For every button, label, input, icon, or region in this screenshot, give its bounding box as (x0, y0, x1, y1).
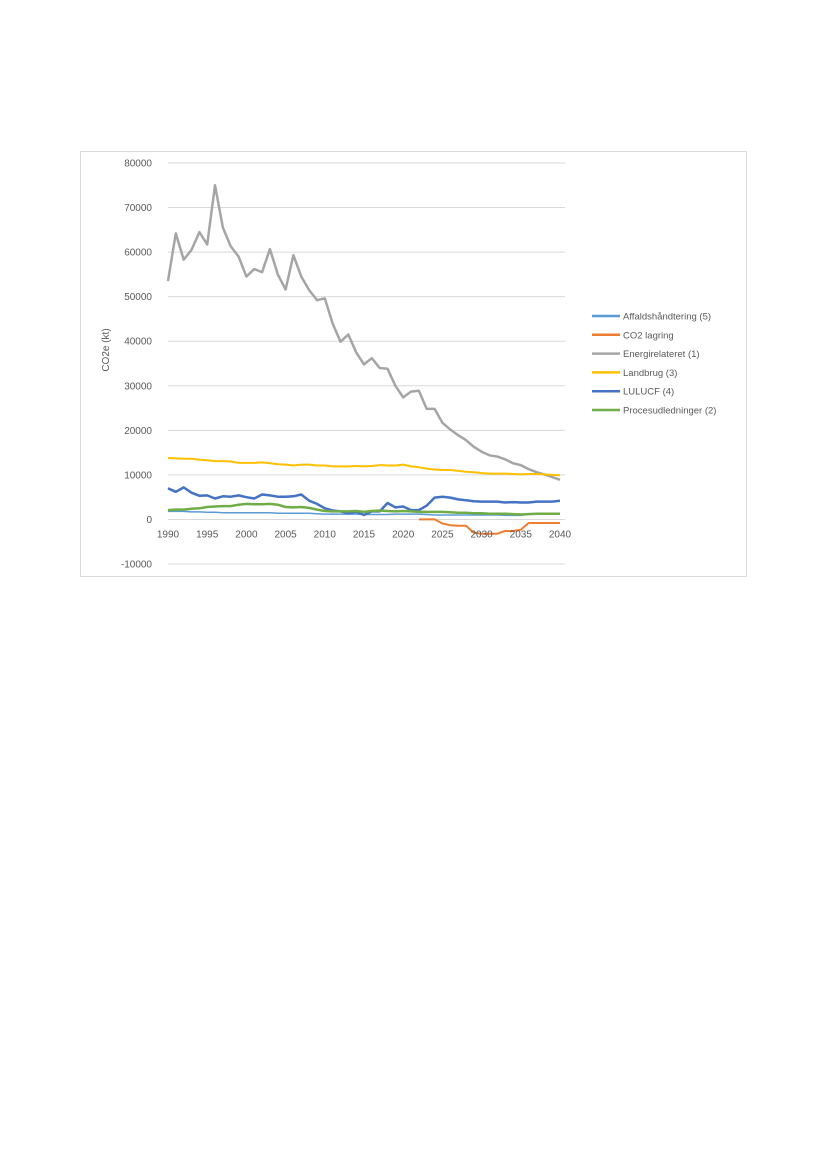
legend-label: Procesudledninger (2) (623, 406, 716, 417)
series-line-1 (418, 518, 560, 535)
y-tick-label: -10000 (121, 560, 153, 571)
x-tick-label: 2000 (235, 529, 258, 540)
y-tick-label: 80000 (124, 159, 152, 170)
y-tick-label: 30000 (124, 381, 152, 392)
legend-item: LULUCF (4) (592, 387, 674, 398)
y-axis-label: CO2e (kt) (101, 328, 112, 371)
y-tick-label: 40000 (124, 337, 152, 348)
series-line-3 (167, 457, 561, 477)
x-tick-label: 2010 (314, 529, 337, 540)
x-tick-label: 2025 (431, 529, 454, 540)
legend-item: Energirelateret (1) (592, 349, 700, 360)
y-tick-label: 60000 (124, 248, 152, 259)
y-tick-label: 20000 (124, 426, 152, 437)
legend-item: Affaldshåndtering (5) (592, 312, 711, 323)
y-tick-label: 50000 (124, 292, 152, 303)
y-tick-label: 0 (146, 515, 152, 526)
x-tick-label: 2035 (510, 529, 533, 540)
x-tick-label: 2015 (353, 529, 376, 540)
legend-label: Energirelateret (1) (623, 349, 700, 360)
legend-label: LULUCF (4) (623, 387, 674, 398)
series-line-2 (166, 184, 561, 481)
series-line-4 (167, 486, 561, 517)
x-tick-label: 2020 (392, 529, 415, 540)
y-tick-label: 70000 (124, 203, 152, 214)
x-tick-label: 2030 (470, 529, 493, 540)
series-line-5 (167, 502, 560, 516)
legend-label: Landbrug (3) (623, 368, 677, 379)
chart-frame (80, 151, 747, 577)
x-tick-label: 2005 (274, 529, 297, 540)
legend-label: CO2 lagring (623, 330, 674, 341)
x-tick-label: 1990 (157, 529, 180, 540)
legend-item: Landbrug (3) (592, 368, 677, 379)
y-tick-label: 10000 (124, 470, 152, 481)
x-tick-label: 2040 (549, 529, 572, 540)
legend-item: CO2 lagring (592, 330, 674, 341)
legend-item: Procesudledninger (2) (592, 406, 716, 417)
legend-label: Affaldshåndtering (5) (623, 312, 711, 323)
x-tick-label: 1995 (196, 529, 219, 540)
legend: Affaldshåndtering (5) CO2 lagring Energire… (592, 312, 716, 417)
